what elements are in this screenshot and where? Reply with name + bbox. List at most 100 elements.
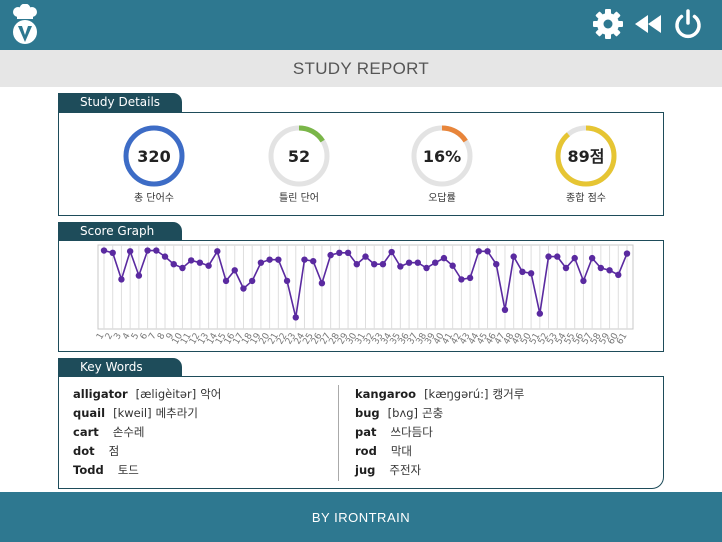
rewind-icon[interactable] <box>632 8 664 40</box>
keyword-word: rod <box>355 444 377 458</box>
score-point <box>353 261 360 268</box>
x-tick-label: 2 <box>104 332 116 342</box>
score-point <box>222 277 230 285</box>
stat-item: 89점 종합 점수 <box>541 124 631 204</box>
keyword-row: bug [bʌg] 곤충 <box>355 404 524 423</box>
keyword-meaning: 캥거루 <box>492 387 525 401</box>
stat-ring-progress <box>123 125 185 187</box>
footer-text: BY IRONTRAIN <box>311 509 411 525</box>
score-point <box>283 277 291 285</box>
keyword-word: kangaroo <box>355 387 417 401</box>
stat-value: 320 <box>137 147 170 166</box>
score-point <box>536 310 544 317</box>
score-point <box>275 256 282 263</box>
keyword-row: pat 쓰다듬다 <box>355 423 524 442</box>
score-point <box>336 249 343 256</box>
keyword-word: jug <box>355 463 376 477</box>
score-point <box>414 259 421 266</box>
x-tick-label: 8 <box>156 331 168 341</box>
score-point <box>606 267 613 274</box>
score-point <box>362 253 369 260</box>
score-point <box>588 254 596 262</box>
x-tick-label: 17 <box>232 332 246 347</box>
score-point <box>484 248 491 255</box>
score-point <box>144 247 151 254</box>
score-point <box>170 261 177 268</box>
keyword-pronunciation: [æligèitər] <box>135 387 197 401</box>
x-tick-label: 41 <box>441 332 455 347</box>
x-tick-label: 3 <box>113 332 125 342</box>
score-point <box>545 253 552 260</box>
footer-bar: BY IRONTRAIN <box>0 492 722 542</box>
score-point <box>240 285 247 292</box>
score-point <box>458 276 465 283</box>
stat-ring: 320 <box>123 125 185 187</box>
score-point <box>126 248 134 255</box>
top-bar <box>0 0 722 50</box>
x-tick-label: 52 <box>537 332 551 347</box>
keyword-pronunciation: [kæŋgərú:] <box>424 387 489 401</box>
score-point <box>554 253 561 260</box>
x-tick-label: 55 <box>563 332 577 347</box>
score-point <box>179 264 186 272</box>
score-point <box>292 314 299 321</box>
keyword-pronunciation: [kweil] <box>113 406 152 420</box>
x-tick-label: 42 <box>450 332 464 347</box>
x-tick-label: 21 <box>267 332 281 347</box>
keyword-meaning: 막대 <box>390 444 412 458</box>
keyword-meaning: 점 <box>108 444 120 458</box>
x-tick-label: 25 <box>301 332 315 347</box>
keyword-meaning: 메추라기 <box>155 406 198 420</box>
stat-value: 16% <box>423 147 461 166</box>
keyword-row: dot 점 <box>73 442 221 461</box>
score-point <box>371 261 378 268</box>
x-tick-label: 4 <box>121 331 133 341</box>
keyword-word: quail <box>73 406 106 420</box>
score-point <box>187 257 195 264</box>
score-point <box>597 264 605 272</box>
x-tick-label: 23 <box>284 332 298 347</box>
score-point <box>248 277 256 285</box>
x-tick-label: 6 <box>139 331 151 341</box>
stat-item: 52 틀린 단어 <box>254 124 344 204</box>
x-tick-label: 61 <box>615 332 629 347</box>
x-tick-label: 43 <box>458 332 472 347</box>
stat-ring-progress <box>268 125 330 187</box>
score-point <box>100 247 108 254</box>
x-tick-label: 12 <box>188 332 202 347</box>
stat-ring-progress <box>555 125 617 187</box>
score-graph-tab: Score Graph <box>58 222 182 241</box>
score-graph-chart: 1234567891011121314151617181920212223242… <box>95 244 634 347</box>
keyword-word: alligator <box>73 387 128 401</box>
x-tick-label: 15 <box>214 332 228 347</box>
x-tick-label: 57 <box>580 332 594 347</box>
stat-ring: 16% <box>411 125 473 187</box>
gear-icon[interactable] <box>592 8 624 40</box>
study-details-tab: Study Details <box>58 93 182 112</box>
score-point <box>466 274 474 282</box>
score-point <box>449 262 456 269</box>
keyword-pronunciation: [bʌg] <box>387 406 419 420</box>
x-tick-label: 47 <box>493 332 507 347</box>
title-band: STUDY REPORT <box>0 50 722 87</box>
keyword-row: Todd 토드 <box>73 461 221 480</box>
score-point <box>571 254 578 262</box>
key-words-panel: alligator [æligèitər] 악어 quail [kweil] 메추라기 ca… <box>58 376 664 489</box>
x-tick-label: 51 <box>528 332 542 347</box>
score-point <box>344 249 352 256</box>
power-icon[interactable] <box>672 8 704 40</box>
stat-label: 종합 점수 <box>566 193 606 204</box>
score-point <box>301 256 308 263</box>
score-point <box>109 249 116 256</box>
keyword-row: rod 막대 <box>355 442 524 461</box>
chef-logo-icon <box>8 3 42 46</box>
keyword-row: quail [kweil] 메추라기 <box>73 404 221 423</box>
stat-label: 오답률 <box>428 193 456 204</box>
score-point <box>405 259 413 266</box>
score-point <box>196 259 204 266</box>
keyword-word: bug <box>355 406 380 420</box>
stat-ring-progress <box>411 125 473 187</box>
x-tick-label: 11 <box>179 332 193 347</box>
score-point <box>266 256 273 263</box>
score-point <box>397 263 404 270</box>
